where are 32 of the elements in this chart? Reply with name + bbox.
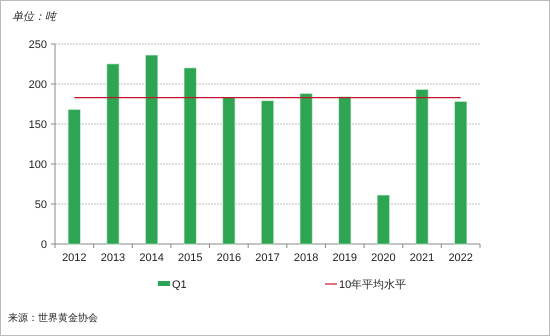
x-tick-label: 2017 [255,252,280,264]
bar [261,100,274,244]
y-tick-label: 250 [28,39,47,51]
y-tick-label: 0 [40,239,47,251]
legend-label: 10年平均水平 [339,278,406,291]
y-tick-label: 50 [34,199,47,211]
y-tick-label: 100 [28,159,47,171]
bar [106,64,120,244]
x-tick-label: 2015 [178,252,202,264]
x-tick-label: 2020 [371,252,396,264]
bar [416,89,428,244]
x-tick-label: 2016 [216,252,242,264]
legend-label: Q1 [172,279,187,291]
bar [454,101,467,244]
bar [68,109,81,244]
bar [300,93,312,244]
x-tick-label: 2013 [100,252,126,264]
y-axis-title: 单位：吨 [12,10,58,23]
bar [377,194,390,244]
y-tick-label: 200 [28,79,47,91]
x-tick-label: 2021 [410,252,434,264]
source-note: 来源：世界黄金协会 [8,312,98,324]
x-tick-label: 2022 [448,252,473,264]
bar [222,97,236,244]
bar [145,54,158,244]
x-tick-label: 2014 [139,252,164,264]
x-tick-label: 2018 [294,252,318,264]
bar [338,96,352,244]
y-tick-label: 150 [28,119,47,131]
bar [184,68,197,244]
x-tick-label: 2012 [62,252,87,264]
x-tick-label: 2019 [332,252,358,264]
